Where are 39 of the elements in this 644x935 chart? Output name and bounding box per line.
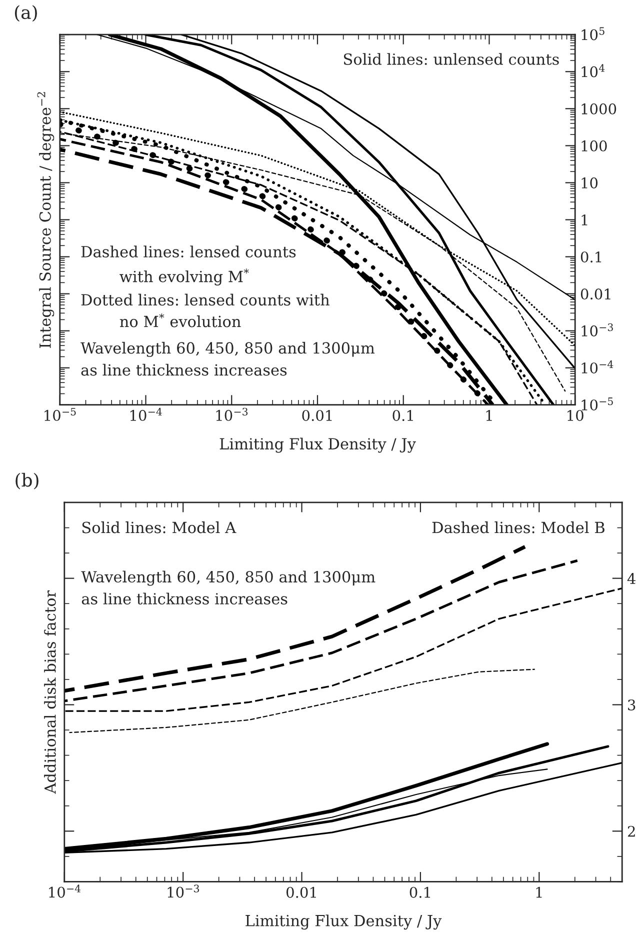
y-tick-label: 1000 bbox=[582, 103, 616, 114]
x-tick-label: 0.1 bbox=[410, 886, 430, 898]
chart-title: (a) bbox=[14, 5, 37, 22]
y-tick-label: 10$^{−4}$ bbox=[582, 360, 614, 374]
x-tick-label: 0.01 bbox=[302, 410, 332, 422]
y-tick-label: 2 bbox=[628, 826, 635, 837]
y-tick-label: 0.1 bbox=[580, 251, 602, 262]
x-axis-title: Limiting Flux Density / Jy bbox=[220, 438, 416, 453]
x-axis-title: Limiting Flux Density / Jy bbox=[246, 914, 442, 930]
annotation: Wavelength 60, 450, 850 and 1300μm as line thickness increases bbox=[81, 570, 376, 605]
x-tick-label: 1 bbox=[536, 886, 542, 898]
x-tick-label: 1 bbox=[486, 410, 492, 421]
y-tick-label: 10 bbox=[582, 177, 598, 188]
x-tick-label: 10 bbox=[568, 410, 584, 422]
x-tick-label: 10$^{−4}$ bbox=[49, 884, 81, 898]
y-tick-label: 3 bbox=[628, 699, 636, 710]
y-tick-label: 4 bbox=[627, 573, 636, 584]
annotation: Dotted lines: lensed counts with no M$^{*}$ evolution bbox=[81, 294, 330, 328]
y-axis-title: Integral Source Count / degree$^{−2}$ bbox=[37, 92, 54, 348]
chart-title: (b) bbox=[16, 472, 38, 490]
y-tick-label: 10$^{5}$ bbox=[582, 27, 604, 40]
y-tick-label: 10$^{−3}$ bbox=[582, 323, 613, 336]
annotation: Solid lines: unlensed counts bbox=[344, 53, 559, 65]
x-tick-label: 0.01 bbox=[286, 886, 316, 898]
annotation: Wavelength 60, 450, 850 and 1300μm as line thickness increases bbox=[80, 342, 375, 376]
x-tick-label: 10$^{−3}$ bbox=[216, 408, 248, 421]
y-tick-label: 10$^{−5}$ bbox=[582, 398, 613, 411]
y-tick-label: 10$^{4}$ bbox=[582, 64, 605, 78]
y-axis-title: Additional disk bias factor bbox=[44, 590, 56, 794]
y-tick-label: 1 bbox=[582, 214, 588, 226]
annotation: Dashed lines: Model B bbox=[432, 521, 604, 534]
x-tick-label: 10$^{−3}$ bbox=[168, 884, 200, 898]
x-tick-label: 0.1 bbox=[392, 410, 413, 422]
annotation: Dashed lines: lensed counts with evolving M$^{*}$ bbox=[81, 246, 296, 286]
y-tick-label: 0.01 bbox=[580, 288, 610, 300]
x-tick-label: 10$^{−5}$ bbox=[44, 408, 76, 421]
x-tick-label: 10$^{−4}$ bbox=[130, 408, 162, 421]
annotation: Solid lines: Model A bbox=[82, 521, 236, 534]
y-tick-label: 100 bbox=[582, 140, 607, 152]
